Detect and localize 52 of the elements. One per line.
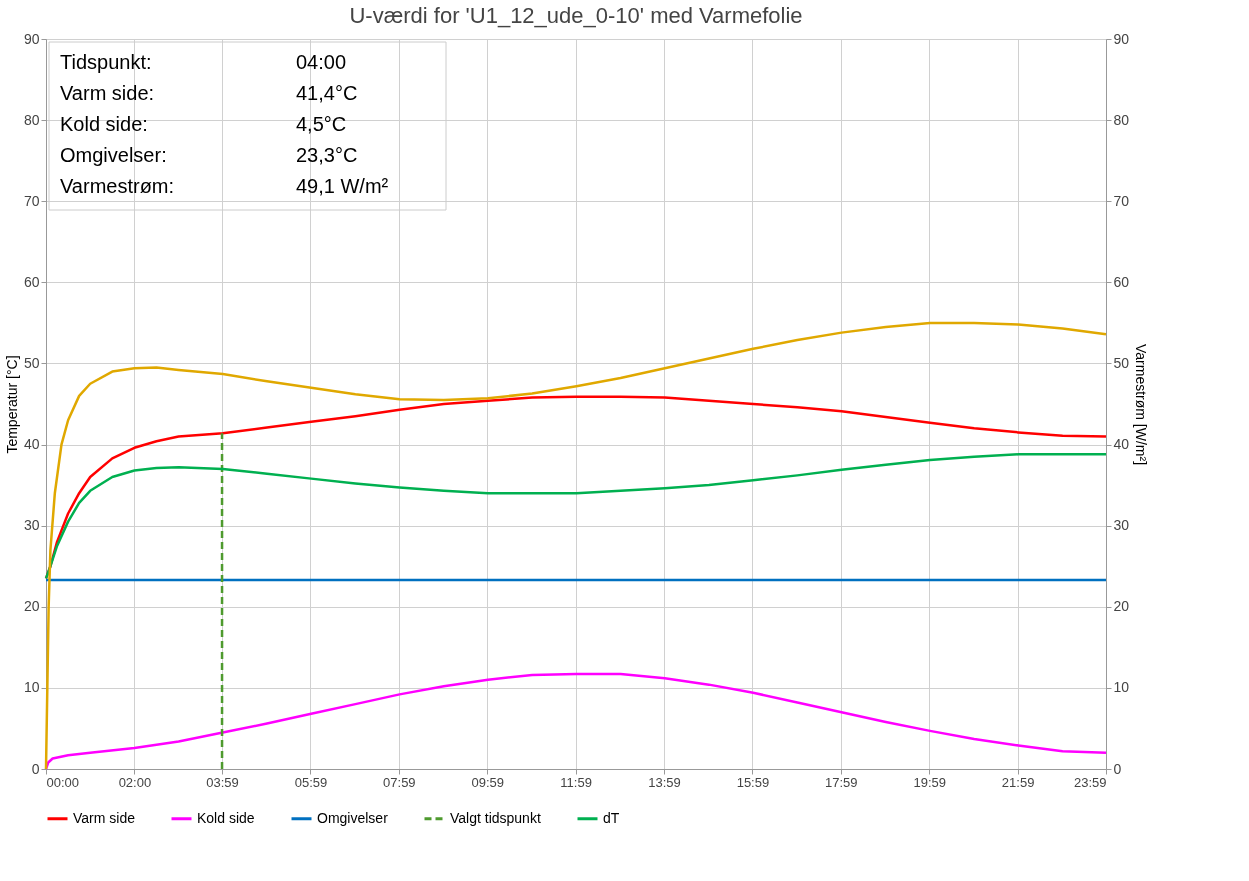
y-tick-label: 0: [31, 760, 40, 777]
x-tick-label: 19:59: [913, 774, 946, 790]
y-tick-label: 70: [23, 192, 40, 209]
x-tick-label: 09:59: [471, 774, 504, 790]
x-tick-label: 05:59: [294, 774, 328, 790]
legend-label: Kold side: [197, 809, 255, 826]
y2-tick-label: 70: [1113, 192, 1130, 209]
y2-axis-title: Varmestrøm [W/m²]: [1133, 343, 1150, 466]
x-tick-label: 15:59: [736, 774, 770, 790]
annotation: Omgivelser:: [60, 144, 167, 166]
y2-tick-label: 50: [1113, 354, 1130, 371]
x-tick-label: 13:59: [648, 774, 681, 790]
x-tick-label: 11:59: [560, 774, 592, 790]
annotation: Kold side:: [60, 113, 148, 135]
y2-tick-label: 20: [1113, 598, 1130, 615]
annotation: Varmestrøm:: [60, 175, 175, 197]
annotation: 49,1 W/m²: [296, 175, 389, 197]
legend-label: Omgivelser: [317, 809, 389, 826]
y2-tick-label: 0: [1113, 760, 1122, 777]
x-tick-label: 17:59: [825, 774, 858, 790]
annotation: 4,5°C: [296, 113, 347, 135]
line-series: [44, 453, 1108, 580]
y-tick-label: 90: [23, 30, 40, 47]
y2-tick-label: 80: [1113, 111, 1130, 128]
x-tick-label: 21:59: [1001, 774, 1035, 790]
x-tick-label: 02:00: [118, 774, 152, 790]
legend-label: Varm side: [73, 809, 136, 826]
annotation: 04:00: [296, 51, 347, 73]
y-tick-label: 40: [23, 436, 40, 453]
x-tick-label: 03:59: [206, 774, 239, 790]
annotation: Varm side:: [60, 82, 155, 104]
y2-tick-label: 40: [1113, 436, 1130, 453]
y-tick-label: 80: [23, 111, 40, 128]
chart-title: U-værdi for 'U1_12_ude_0-10' med Varmefolie: [349, 3, 803, 28]
y-tick-label: 60: [23, 273, 40, 290]
x-tick-label: 00:00: [46, 774, 80, 790]
y-axis-title: Temperatur [°C]: [3, 355, 20, 454]
legend-label: dT: [603, 809, 620, 826]
y2-tick-label: 60: [1113, 273, 1130, 290]
y-tick-label: 30: [23, 517, 40, 534]
y-tick-label: 10: [23, 679, 40, 696]
y2-tick-label: 10: [1113, 679, 1130, 696]
y-tick-label: 20: [23, 598, 40, 615]
annotation: 41,4°C: [296, 82, 358, 104]
annotation: Tidspunkt:: [60, 51, 152, 73]
y2-tick-label: 30: [1113, 517, 1130, 534]
legend-label: Valgt tidspunkt: [450, 809, 541, 826]
x-tick-label: 07:59: [383, 774, 416, 790]
y2-tick-label: 90: [1113, 30, 1130, 47]
annotation: 23,3°C: [296, 144, 358, 166]
y-tick-label: 50: [23, 354, 40, 371]
x-tick-label: 23:59: [1073, 774, 1107, 790]
